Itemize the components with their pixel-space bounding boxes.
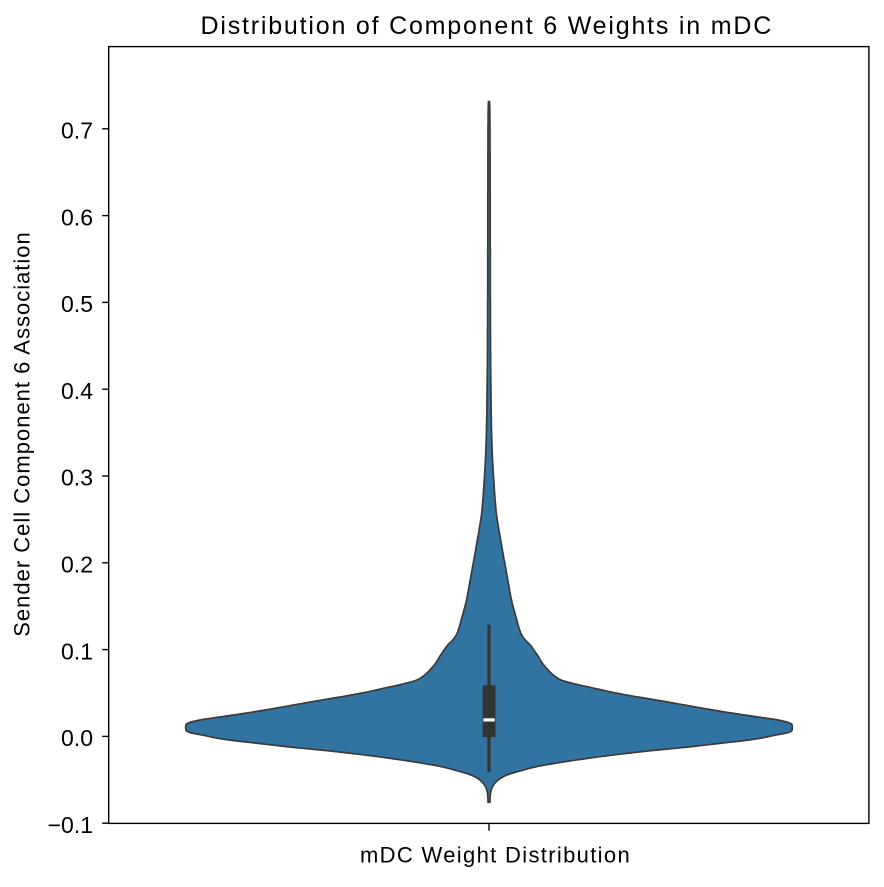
svg-text:mDC Weight Distribution: mDC Weight Distribution	[360, 843, 631, 868]
svg-text:Sender Cell Component 6 Associ: Sender Cell Component 6 Association	[9, 231, 34, 637]
svg-text:0.7: 0.7	[61, 118, 93, 144]
svg-text:0.5: 0.5	[61, 291, 93, 317]
svg-text:0.1: 0.1	[61, 638, 93, 664]
svg-text:0.3: 0.3	[61, 465, 93, 491]
svg-text:Distribution of Component 6 We: Distribution of Component 6 Weights in m…	[201, 12, 774, 40]
svg-text:0.0: 0.0	[61, 725, 93, 751]
svg-text:−0.1: −0.1	[48, 812, 93, 838]
svg-text:0.6: 0.6	[61, 204, 93, 230]
svg-text:0.2: 0.2	[61, 552, 93, 578]
svg-text:0.4: 0.4	[61, 378, 93, 404]
